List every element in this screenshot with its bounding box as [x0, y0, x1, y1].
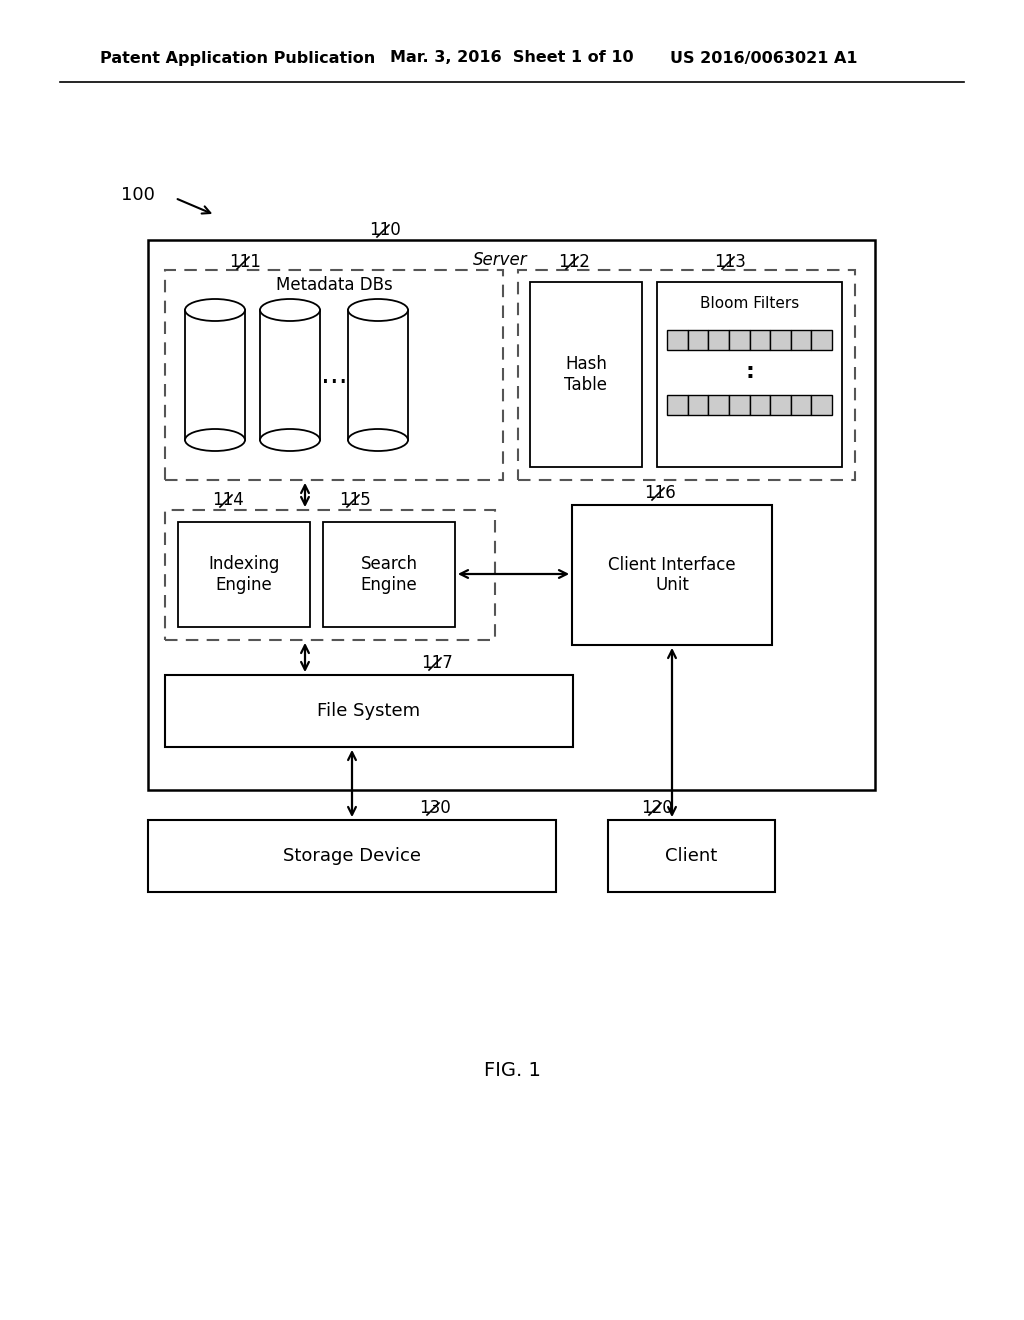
Text: Hash
Table: Hash Table — [564, 355, 607, 393]
Bar — [770, 330, 791, 350]
Bar — [811, 395, 831, 414]
Text: :: : — [745, 362, 754, 381]
Bar — [530, 282, 642, 467]
Bar — [750, 330, 770, 350]
Bar — [657, 282, 842, 467]
Text: 117: 117 — [421, 653, 453, 672]
Bar — [667, 330, 688, 350]
Text: Storage Device: Storage Device — [283, 847, 421, 865]
Text: ...: ... — [321, 360, 347, 389]
Bar — [260, 310, 319, 440]
Bar — [791, 395, 811, 414]
Ellipse shape — [185, 429, 245, 451]
Bar — [185, 310, 245, 440]
Ellipse shape — [260, 300, 319, 321]
Bar — [811, 330, 831, 350]
Text: FIG. 1: FIG. 1 — [483, 1060, 541, 1080]
Text: 100: 100 — [121, 186, 155, 205]
Text: US 2016/0063021 A1: US 2016/0063021 A1 — [670, 50, 857, 66]
Text: Indexing
Engine: Indexing Engine — [208, 556, 280, 594]
Bar — [791, 330, 811, 350]
Text: Patent Application Publication: Patent Application Publication — [100, 50, 375, 66]
Bar — [148, 820, 556, 892]
Text: Client Interface
Unit: Client Interface Unit — [608, 556, 736, 594]
Bar — [729, 395, 750, 414]
FancyBboxPatch shape — [165, 510, 495, 640]
FancyBboxPatch shape — [165, 271, 503, 480]
Bar — [148, 240, 874, 789]
Ellipse shape — [348, 300, 408, 321]
Text: 115: 115 — [339, 491, 371, 510]
FancyBboxPatch shape — [518, 271, 855, 480]
Bar — [178, 521, 310, 627]
Bar — [750, 395, 770, 414]
Ellipse shape — [348, 429, 408, 451]
Bar — [667, 395, 688, 414]
Bar — [348, 310, 408, 440]
Bar — [688, 395, 709, 414]
Text: Bloom Filters: Bloom Filters — [699, 297, 799, 312]
Bar — [323, 521, 455, 627]
Ellipse shape — [185, 300, 245, 321]
Text: 110: 110 — [369, 220, 400, 239]
Bar — [608, 820, 775, 892]
Text: 116: 116 — [644, 484, 676, 502]
Bar — [709, 395, 729, 414]
Text: File System: File System — [317, 702, 421, 719]
Text: 111: 111 — [229, 253, 261, 271]
Text: Search
Engine: Search Engine — [360, 556, 418, 594]
Text: Metadata DBs: Metadata DBs — [275, 276, 392, 294]
Text: 112: 112 — [558, 253, 590, 271]
Text: 114: 114 — [212, 491, 244, 510]
Bar — [770, 395, 791, 414]
Bar — [729, 330, 750, 350]
Text: 130: 130 — [419, 799, 451, 817]
Bar — [572, 506, 772, 645]
Text: 120: 120 — [641, 799, 673, 817]
Text: Client: Client — [666, 847, 718, 865]
Text: 113: 113 — [714, 253, 745, 271]
Ellipse shape — [260, 429, 319, 451]
Bar — [165, 675, 573, 747]
Bar — [709, 330, 729, 350]
Text: Mar. 3, 2016  Sheet 1 of 10: Mar. 3, 2016 Sheet 1 of 10 — [390, 50, 634, 66]
Text: Server: Server — [473, 251, 527, 269]
Bar — [688, 330, 709, 350]
